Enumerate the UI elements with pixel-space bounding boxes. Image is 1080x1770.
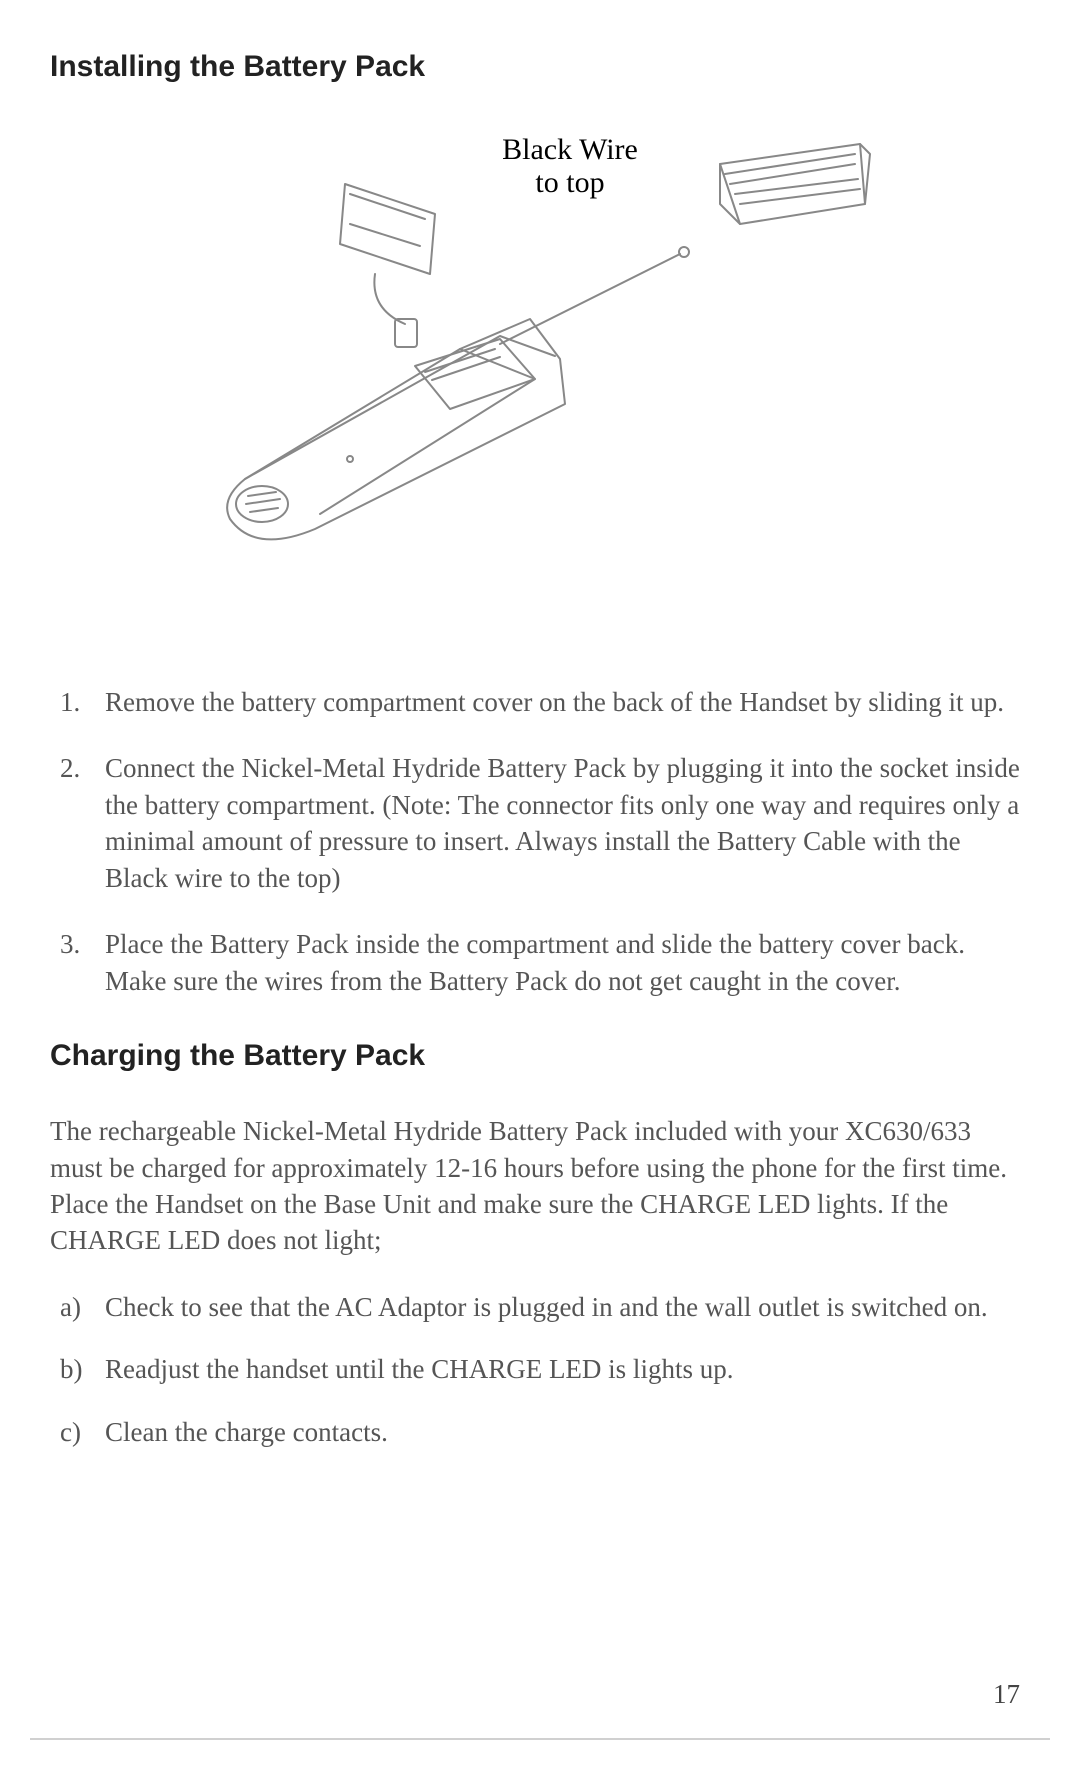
charge-title: Charging the Battery Pack [50,1039,1030,1073]
item-marker: a) [60,1289,105,1325]
install-step: 2. Connect the Nickel-Metal Hydride Batt… [60,750,1030,896]
install-diagram-wrap: Black Wire to top [50,124,1030,544]
step-marker: 3. [60,926,105,999]
manual-page: Installing the Battery Pack [0,0,1080,1770]
charge-items: a) Check to see that the AC Adaptor is p… [50,1289,1030,1450]
charge-item: c) Clean the charge contacts. [60,1414,1030,1450]
charge-item: a) Check to see that the AC Adaptor is p… [60,1289,1030,1325]
item-text: Check to see that the AC Adaptor is plug… [105,1289,1030,1325]
item-text: Clean the charge contacts. [105,1414,1030,1450]
item-marker: c) [60,1414,105,1450]
install-step: 3. Place the Battery Pack inside the com… [60,926,1030,999]
diagram-callout-line2: to top [535,166,604,199]
item-text: Readjust the handset until the CHARGE LE… [105,1351,1030,1387]
item-marker: b) [60,1351,105,1387]
charge-intro: The rechargeable Nickel-Metal Hydride Ba… [50,1113,1030,1259]
step-marker: 2. [60,750,105,896]
install-step: 1. Remove the battery compartment cover … [60,684,1030,720]
install-diagram: Black Wire to top [200,124,880,544]
step-text: Connect the Nickel-Metal Hydride Battery… [105,750,1030,896]
step-marker: 1. [60,684,105,720]
step-text: Place the Battery Pack inside the compar… [105,926,1030,999]
step-text: Remove the battery compartment cover on … [105,684,1030,720]
install-title: Installing the Battery Pack [50,50,1030,84]
charge-item: b) Readjust the handset until the CHARGE… [60,1351,1030,1387]
page-number: 17 [993,1679,1020,1710]
install-steps: 1. Remove the battery compartment cover … [50,684,1030,999]
diagram-callout-line1: Black Wire [502,133,638,166]
